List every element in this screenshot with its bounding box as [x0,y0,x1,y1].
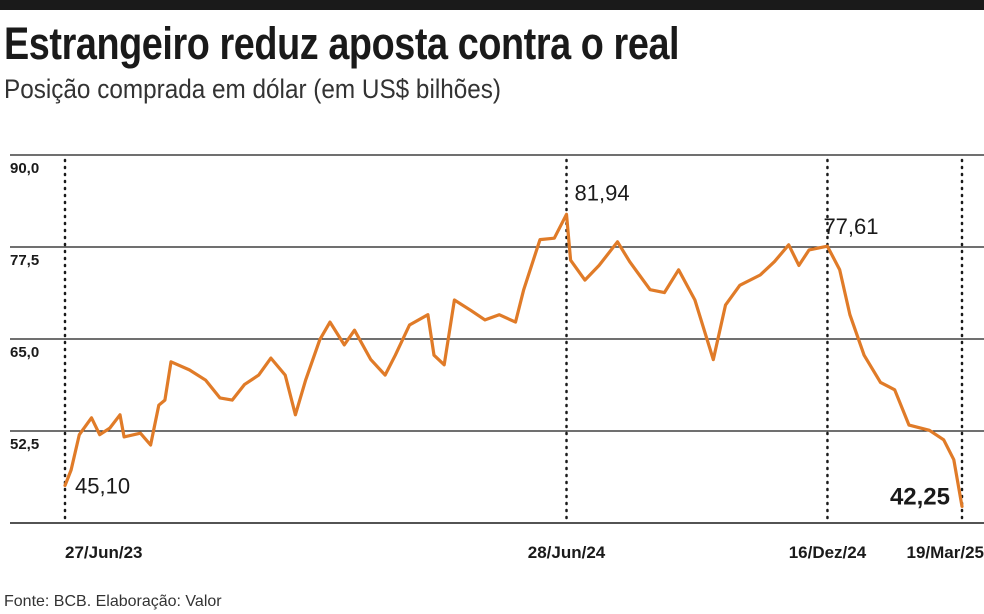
source-note: Fonte: BCB. Elaboração: Valor [4,593,222,610]
x-tick-label: 27/Jun/23 [65,543,143,562]
value-annotation: 45,10 [75,473,130,498]
chart-subtitle: Posição comprada em dólar (em US$ bilhõe… [4,74,502,104]
y-tick-label: 90,0 [10,160,39,177]
top-bar [0,0,984,10]
y-tick-label: 65,0 [10,344,39,361]
value-annotation: 42,25 [890,483,950,510]
value-annotation: 81,94 [575,180,630,205]
x-tick-label: 28/Jun/24 [528,543,606,562]
x-tick-label: 19/Mar/25 [907,543,984,562]
y-tick-label: 77,5 [10,252,39,269]
value-annotation: 77,61 [823,214,878,239]
chart-title: Estrangeiro reduz aposta contra o real [4,18,680,69]
x-tick-label: 16/Dez/24 [789,543,867,562]
y-tick-label: 52,5 [10,436,39,453]
